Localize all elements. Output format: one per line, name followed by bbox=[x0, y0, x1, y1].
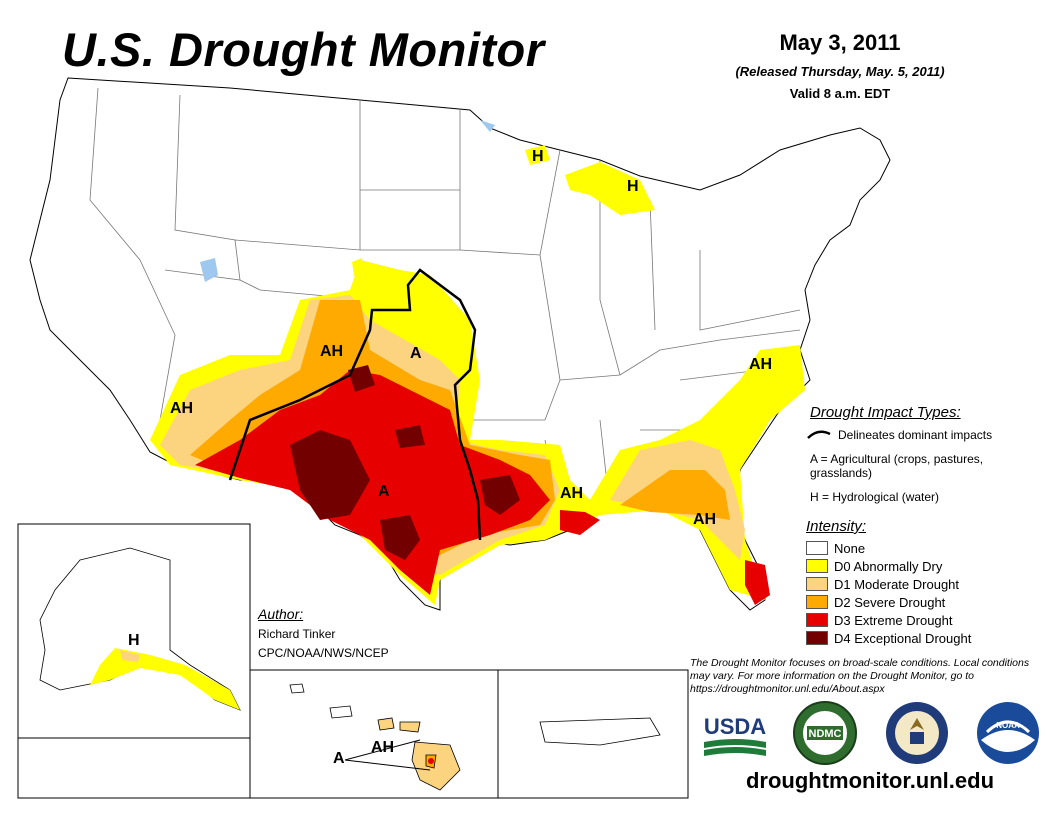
intensity-label: D3 Extreme Drought bbox=[834, 613, 953, 628]
d3-florida bbox=[745, 560, 770, 605]
svg-text:NDMC: NDMC bbox=[809, 728, 842, 740]
label-ah-colorado: AH bbox=[320, 343, 343, 360]
commerce-seal-logo bbox=[886, 702, 948, 764]
aleutians-inset-frame bbox=[17, 737, 251, 799]
agricultural-definition: A = Agricultural (crops, pastures, grass… bbox=[810, 452, 984, 480]
label-a-kansas: A bbox=[410, 345, 422, 362]
disclaimer-note: The Drought Monitor focuses on broad-sca… bbox=[690, 657, 1030, 695]
delineates-text: Delineates dominant impacts bbox=[838, 428, 993, 442]
author-org: CPC/NOAA/NWS/NCEP bbox=[258, 646, 389, 660]
page-title: U.S. Drought Monitor bbox=[62, 23, 545, 76]
alaska-d1 bbox=[120, 650, 140, 662]
valid-time: Valid 8 a.m. EDT bbox=[789, 86, 891, 101]
d0-upper-michigan bbox=[565, 162, 655, 215]
intensity-swatch bbox=[806, 577, 828, 591]
intensity-swatch bbox=[806, 559, 828, 573]
author-heading: Author: bbox=[258, 606, 304, 622]
d2-southeast bbox=[620, 470, 730, 520]
lakes bbox=[200, 120, 495, 282]
label-h-alaska: H bbox=[128, 632, 140, 649]
label-ah-hawaii: AH bbox=[371, 739, 394, 756]
d3-louisiana bbox=[560, 510, 600, 535]
delineation-line-icon bbox=[807, 430, 831, 439]
intensity-swatch bbox=[806, 613, 828, 627]
d4-east-texas bbox=[480, 475, 520, 515]
intensity-label: D1 Moderate Drought bbox=[834, 577, 960, 592]
d4-west-texas bbox=[290, 430, 370, 520]
impact-boundaries bbox=[228, 268, 482, 541]
drought-areas bbox=[150, 145, 805, 605]
intensity-swatch bbox=[806, 541, 828, 555]
svg-text:NOAA: NOAA bbox=[996, 721, 1020, 730]
d0-wyoming bbox=[352, 258, 365, 276]
intensity-label: D4 Exceptional Drought bbox=[834, 631, 972, 646]
label-ah-georgia: AH bbox=[693, 511, 716, 528]
impact-types-heading: Drought Impact Types: bbox=[810, 404, 961, 421]
d4-oklahoma bbox=[395, 425, 425, 448]
alaska-d0 bbox=[90, 648, 240, 710]
intensity-swatch bbox=[806, 631, 828, 645]
intensity-heading: Intensity: bbox=[806, 518, 867, 535]
d0-wisconsin-h bbox=[525, 145, 550, 165]
svg-text:USDA: USDA bbox=[704, 714, 766, 739]
impact-labels: AH A AH A AH AH AH H H H AH A bbox=[128, 148, 772, 767]
d4-central-texas bbox=[380, 515, 420, 560]
map-date: May 3, 2011 bbox=[779, 30, 901, 55]
release-date: (Released Thursday, May. 5, 2011) bbox=[735, 64, 945, 79]
label-h-upper-michigan: H bbox=[532, 148, 544, 165]
noaa-logo: NOAA bbox=[977, 702, 1039, 764]
author-name: Richard Tinker bbox=[258, 627, 336, 641]
label-ah-arizona: AH bbox=[170, 400, 193, 417]
website-url: droughtmonitor.unl.edu bbox=[745, 768, 995, 793]
usda-logo: USDA bbox=[704, 714, 766, 756]
hawaii-inset-frame bbox=[249, 669, 499, 799]
hawaii-islands bbox=[289, 683, 461, 791]
hydrological-definition: H = Hydrological (water) bbox=[810, 490, 940, 504]
hawaii-pointer-lines bbox=[344, 739, 431, 771]
intensity-label: D2 Severe Drought bbox=[834, 595, 946, 610]
d3-texas bbox=[195, 370, 550, 595]
d4-co-nm bbox=[348, 365, 375, 392]
label-a-texas: A bbox=[378, 483, 390, 500]
intensity-label: None bbox=[834, 541, 866, 556]
intensity-label: D0 Abnormally Dry bbox=[834, 559, 943, 574]
ndmc-logo: NDMC bbox=[793, 701, 857, 765]
label-a-hawaii: A bbox=[333, 750, 345, 767]
intensity-swatch bbox=[806, 595, 828, 609]
label-h-lower-michigan: H bbox=[627, 178, 639, 195]
label-ah-virginia: AH bbox=[749, 356, 772, 373]
label-ah-mississippi: AH bbox=[560, 485, 583, 502]
puerto-rico-outline bbox=[539, 717, 661, 746]
